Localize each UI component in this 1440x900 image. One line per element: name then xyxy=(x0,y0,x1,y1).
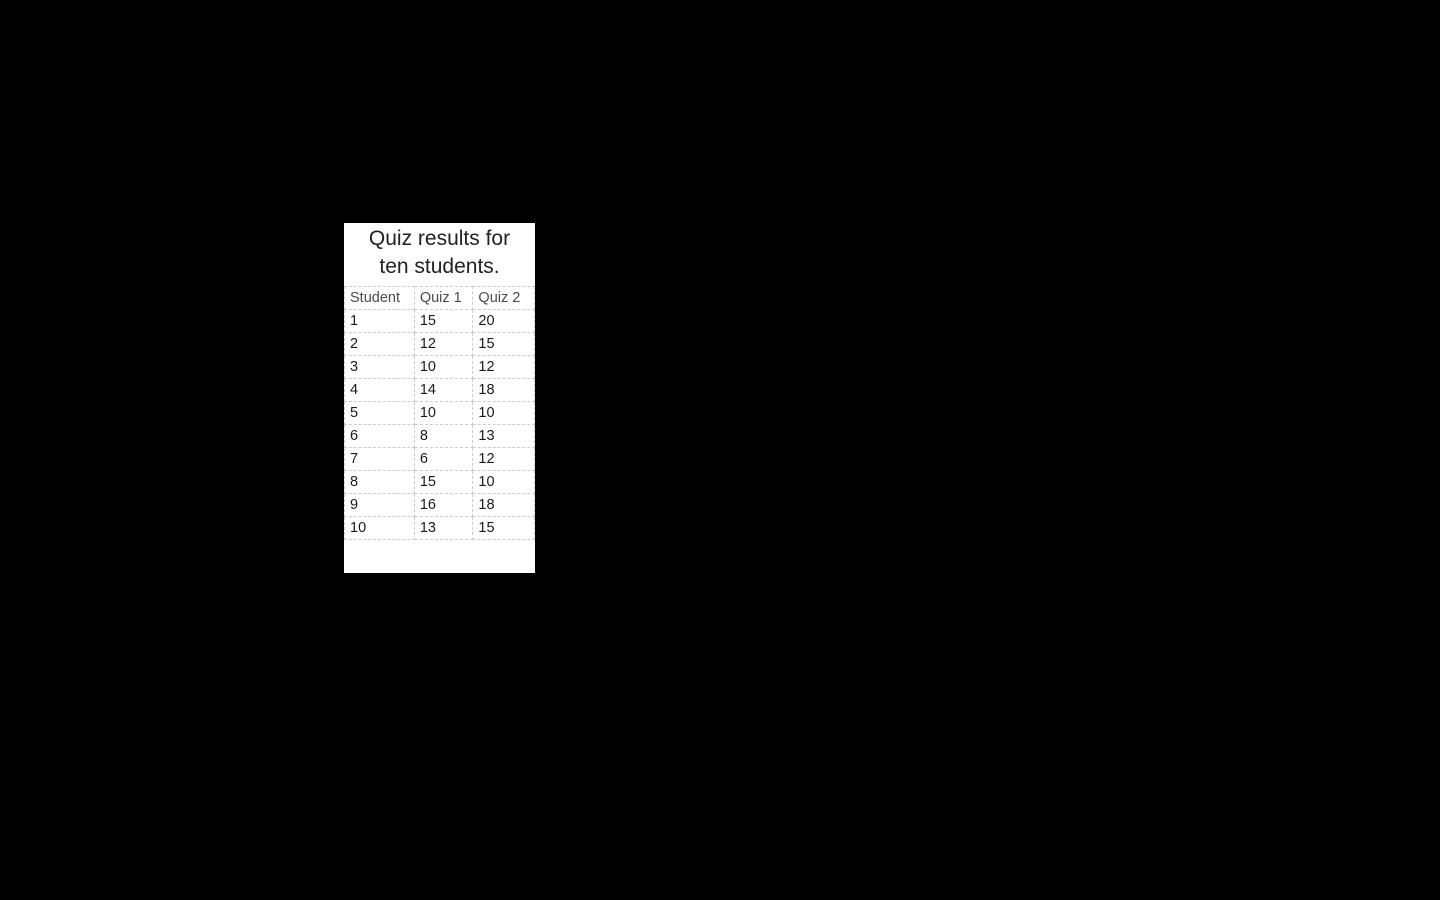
cell-student: 9 xyxy=(345,493,415,516)
cell-student: 6 xyxy=(345,424,415,447)
column-header-student: Student xyxy=(345,286,415,309)
cell-quiz2: 20 xyxy=(473,309,535,332)
cell-quiz2: 18 xyxy=(473,378,535,401)
quiz-results-panel: Quiz results for ten students. Student Q… xyxy=(344,223,535,573)
table-body: 1 15 20 2 12 15 3 10 12 4 14 18 5 10 xyxy=(345,309,535,539)
cell-student: 7 xyxy=(345,447,415,470)
cell-quiz2: 12 xyxy=(473,447,535,470)
cell-student: 2 xyxy=(345,332,415,355)
table-row: 5 10 10 xyxy=(345,401,535,424)
cell-quiz1: 13 xyxy=(414,516,473,539)
table-row: 7 6 12 xyxy=(345,447,535,470)
table-row: 2 12 15 xyxy=(345,332,535,355)
table-row: 8 15 10 xyxy=(345,470,535,493)
table-row: 6 8 13 xyxy=(345,424,535,447)
cell-quiz1: 6 xyxy=(414,447,473,470)
cell-quiz2: 12 xyxy=(473,355,535,378)
caption-line-2: ten students. xyxy=(346,253,533,281)
cell-student: 8 xyxy=(345,470,415,493)
cell-student: 4 xyxy=(345,378,415,401)
cell-quiz2: 13 xyxy=(473,424,535,447)
quiz-results-table: Student Quiz 1 Quiz 2 1 15 20 2 12 15 3 … xyxy=(344,286,535,540)
table-row: 9 16 18 xyxy=(345,493,535,516)
table-caption: Quiz results for ten students. xyxy=(344,223,535,286)
table-row: 3 10 12 xyxy=(345,355,535,378)
cell-quiz1: 12 xyxy=(414,332,473,355)
cell-quiz1: 10 xyxy=(414,401,473,424)
cell-quiz2: 10 xyxy=(473,401,535,424)
cell-quiz1: 15 xyxy=(414,309,473,332)
table-row: 1 15 20 xyxy=(345,309,535,332)
cell-quiz1: 8 xyxy=(414,424,473,447)
cell-quiz1: 14 xyxy=(414,378,473,401)
cell-quiz1: 15 xyxy=(414,470,473,493)
cell-quiz2: 15 xyxy=(473,516,535,539)
cell-student: 3 xyxy=(345,355,415,378)
column-header-quiz1: Quiz 1 xyxy=(414,286,473,309)
table-row: 10 13 15 xyxy=(345,516,535,539)
cell-quiz1: 10 xyxy=(414,355,473,378)
column-header-quiz2: Quiz 2 xyxy=(473,286,535,309)
table-header-row: Student Quiz 1 Quiz 2 xyxy=(345,286,535,309)
table-row: 4 14 18 xyxy=(345,378,535,401)
cell-student: 10 xyxy=(345,516,415,539)
cell-quiz1: 16 xyxy=(414,493,473,516)
cell-student: 1 xyxy=(345,309,415,332)
cell-student: 5 xyxy=(345,401,415,424)
caption-line-1: Quiz results for xyxy=(369,227,510,250)
cell-quiz2: 15 xyxy=(473,332,535,355)
cell-quiz2: 18 xyxy=(473,493,535,516)
cell-quiz2: 10 xyxy=(473,470,535,493)
